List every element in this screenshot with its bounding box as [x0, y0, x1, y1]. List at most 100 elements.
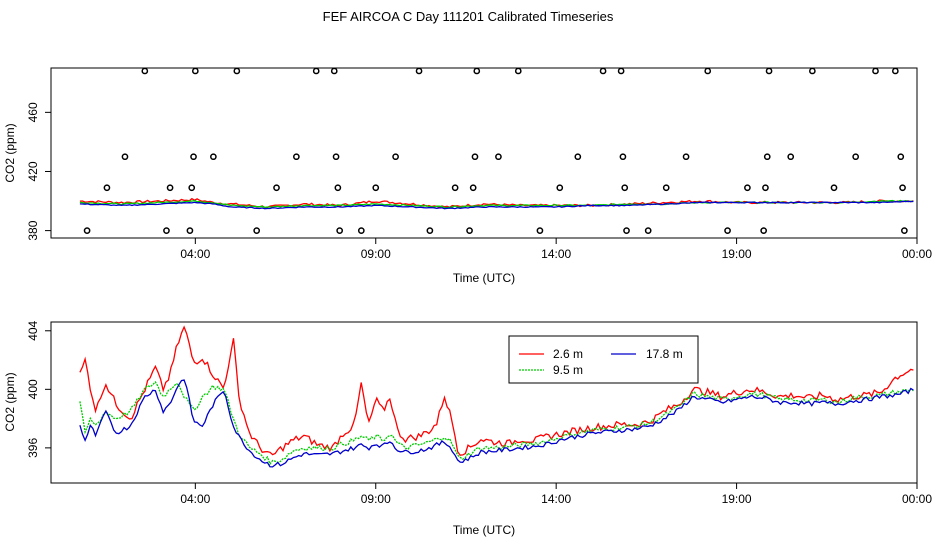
x-tick-label: 19:00 [722, 492, 752, 506]
x-tick-label: 09:00 [361, 247, 391, 261]
data-point [415, 67, 423, 75]
data-point [830, 184, 838, 192]
x-tick-label: 00:00 [902, 247, 932, 261]
data-point [872, 67, 879, 75]
x-tick-label: 14:00 [541, 247, 571, 261]
data-point [787, 153, 795, 161]
data-point [332, 153, 340, 161]
data-point [724, 227, 731, 234]
data-point [621, 184, 629, 192]
data-point [191, 67, 199, 75]
y-tick-label: 400 [26, 379, 40, 399]
data-point [330, 67, 338, 75]
data-point [763, 153, 771, 161]
data-point [188, 184, 196, 192]
data-point [392, 153, 399, 161]
data-point [644, 227, 652, 234]
x-tick-label: 14:00 [541, 492, 571, 506]
data-point [233, 67, 241, 75]
data-point [682, 153, 690, 161]
series-line-9.5m [79, 380, 914, 466]
y-tick-label: 404 [26, 320, 40, 340]
legend-label-17.8m: 17.8 m [646, 347, 683, 361]
plot-frame-bottom [50, 321, 918, 484]
series-line-17.8m [79, 200, 914, 210]
panel-bottom: 04:00 09:00 14:00 19:00 00:00 396 400 404 Time… [3, 320, 932, 537]
data-point [466, 227, 473, 234]
data-point [514, 67, 522, 75]
outlier-points [83, 67, 908, 234]
x-tick-label: 00:00 [902, 492, 932, 506]
x-tick-label: 04:00 [180, 492, 210, 506]
data-point [141, 67, 149, 75]
y-tick-label: 396 [26, 438, 40, 458]
x-tick-label: 09:00 [361, 492, 391, 506]
data-point [901, 227, 908, 234]
series-group-top [79, 197, 914, 210]
data-point [293, 153, 300, 161]
data-point [765, 67, 773, 75]
x-axis-label-top: Time (UTC) [453, 271, 515, 285]
data-point [473, 67, 481, 75]
data-point [210, 153, 217, 161]
data-point [273, 184, 280, 192]
data-point [253, 227, 261, 234]
legend-label-9.5m: 9.5 m [553, 363, 583, 377]
data-point [899, 184, 906, 192]
data-point [83, 227, 91, 234]
plot-frame-top [50, 67, 918, 239]
x-tick-label: 19:00 [722, 247, 752, 261]
legend: 2.6 m 17.8 m 9.5 m [508, 335, 699, 384]
data-point [897, 153, 905, 161]
data-point [312, 67, 320, 75]
legend-label-2.6m: 2.6 m [553, 347, 583, 361]
legend-box [508, 335, 699, 384]
data-point [336, 227, 344, 234]
series-line-17.8m [79, 379, 914, 468]
data-point [357, 227, 365, 234]
y-tick-label: 460 [26, 102, 40, 122]
data-point [334, 184, 342, 192]
data-point [762, 184, 769, 192]
data-point [599, 67, 607, 75]
data-point [662, 184, 670, 192]
data-point [166, 184, 174, 192]
data-point [121, 153, 129, 161]
data-point [744, 184, 751, 192]
x-axis-bottom: 04:00 09:00 14:00 19:00 00:00 [180, 483, 932, 506]
series-line-2.6m [79, 325, 914, 456]
data-point [892, 67, 899, 75]
data-point [451, 184, 459, 192]
y-tick-label: 380 [26, 220, 40, 240]
data-point [190, 153, 197, 161]
series-group-bottom [79, 325, 914, 468]
data-point [809, 67, 816, 75]
data-point [617, 67, 625, 75]
data-point [469, 184, 477, 192]
x-tick-label: 04:00 [180, 247, 210, 261]
x-axis-top: 04:00 09:00 14:00 19:00 00:00 [180, 238, 932, 261]
x-axis-label-bottom: Time (UTC) [453, 523, 515, 537]
data-point [471, 153, 479, 161]
data-point [556, 184, 564, 192]
data-point [186, 227, 194, 234]
data-point [372, 184, 380, 192]
y-axis-top: 380 420 460 [26, 102, 51, 241]
data-point [623, 227, 630, 234]
data-point [704, 67, 712, 75]
data-point [536, 227, 544, 234]
data-point [103, 184, 111, 192]
data-point [852, 153, 860, 161]
data-point [619, 153, 627, 161]
y-axis-label-top: CO2 (ppm) [3, 123, 17, 182]
chart-title: FEF AIRCOA C Day 111201 Calibrated Times… [323, 9, 614, 24]
panel-top: 04:00 09:00 14:00 19:00 00:00 380 420 460 Time… [3, 67, 932, 285]
data-point [426, 227, 434, 234]
y-axis-bottom: 396 400 404 [26, 320, 51, 458]
y-axis-label-bottom: CO2 (ppm) [3, 372, 17, 431]
data-point [163, 227, 170, 234]
y-tick-label: 420 [26, 161, 40, 181]
data-point [760, 227, 767, 234]
data-point [574, 153, 582, 161]
